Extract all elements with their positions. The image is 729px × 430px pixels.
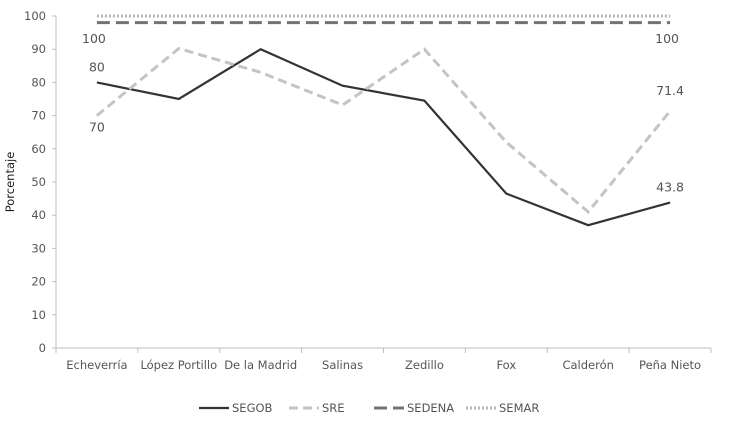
y-tick-label: 0 (39, 341, 46, 355)
data-label-segob: 80 (89, 59, 105, 74)
x-tick-label: Echeverría (66, 358, 127, 372)
y-tick-label: 90 (31, 42, 46, 56)
x-tick-label: De la Madrid (224, 358, 297, 372)
legend-label-semar: SEMAR (499, 401, 539, 415)
y-tick-label: 60 (31, 142, 46, 156)
y-tick-label: 20 (31, 275, 46, 289)
data-label-sre: 71.4 (656, 83, 684, 98)
x-tick-label: Peña Nieto (639, 358, 701, 372)
data-label-semar: 100 (655, 31, 679, 46)
x-tick-label: Calderón (562, 358, 613, 372)
data-label-segob: 43.8 (656, 180, 684, 195)
legend-label-sedena: SEDENA (407, 401, 454, 415)
y-axis-label: Porcentaje (3, 152, 17, 213)
data-label-semar: 100 (82, 31, 106, 46)
x-tick-label: Fox (496, 358, 516, 372)
legend-label-sre: SRE (322, 401, 345, 415)
series-line-sre (95, 46, 672, 215)
y-tick-label: 80 (31, 75, 46, 89)
x-tick-label: López Portillo (140, 358, 217, 372)
data-label-sre: 70 (89, 120, 105, 135)
y-tick-label: 30 (31, 241, 46, 255)
y-tick-label: 50 (31, 175, 46, 189)
y-tick-label: 40 (31, 208, 46, 222)
y-tick-label: 70 (31, 109, 46, 123)
legend-label-segob: SEGOB (232, 401, 273, 415)
x-tick-label: Salinas (322, 358, 363, 372)
x-tick-label: Zedillo (405, 358, 444, 372)
series-line-segob (96, 47, 671, 227)
y-tick-label: 10 (31, 308, 46, 322)
y-tick-label: 100 (24, 9, 46, 23)
